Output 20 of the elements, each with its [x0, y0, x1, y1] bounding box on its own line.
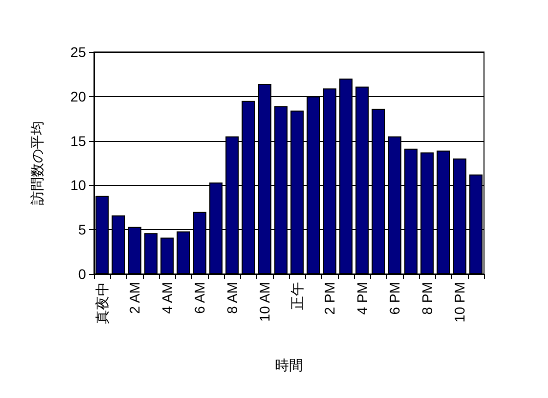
x-tick-label: 8 PM	[419, 282, 436, 315]
y-tick-label: 20	[70, 88, 86, 104]
y-tick-label: 15	[70, 132, 86, 149]
x-axis-title: 時間	[275, 357, 303, 373]
y-tick-label: 5	[78, 222, 86, 238]
x-tick-label: 2 AM	[126, 282, 143, 314]
y-tick-label: 25	[70, 44, 86, 60]
x-tick-label: 6 AM	[192, 282, 208, 314]
x-tick-label: 8 AM	[224, 282, 240, 314]
x-tick-label: 2 PM	[322, 282, 338, 315]
x-tick-label: 6 PM	[386, 282, 403, 315]
x-tick-label: 10 PM	[452, 282, 468, 322]
x-tick-label: 4 PM	[354, 282, 370, 315]
x-tick-label: 真夜中	[94, 282, 110, 324]
x-tick-label: 正午	[289, 282, 306, 310]
x-tick-label: 10 AM	[256, 282, 273, 322]
y-tick-label: 0	[78, 266, 86, 282]
y-axis-title: 訪問数の平均	[29, 121, 45, 205]
y-tick-label: 10	[70, 177, 86, 194]
x-tick-label: 4 AM	[159, 282, 176, 314]
